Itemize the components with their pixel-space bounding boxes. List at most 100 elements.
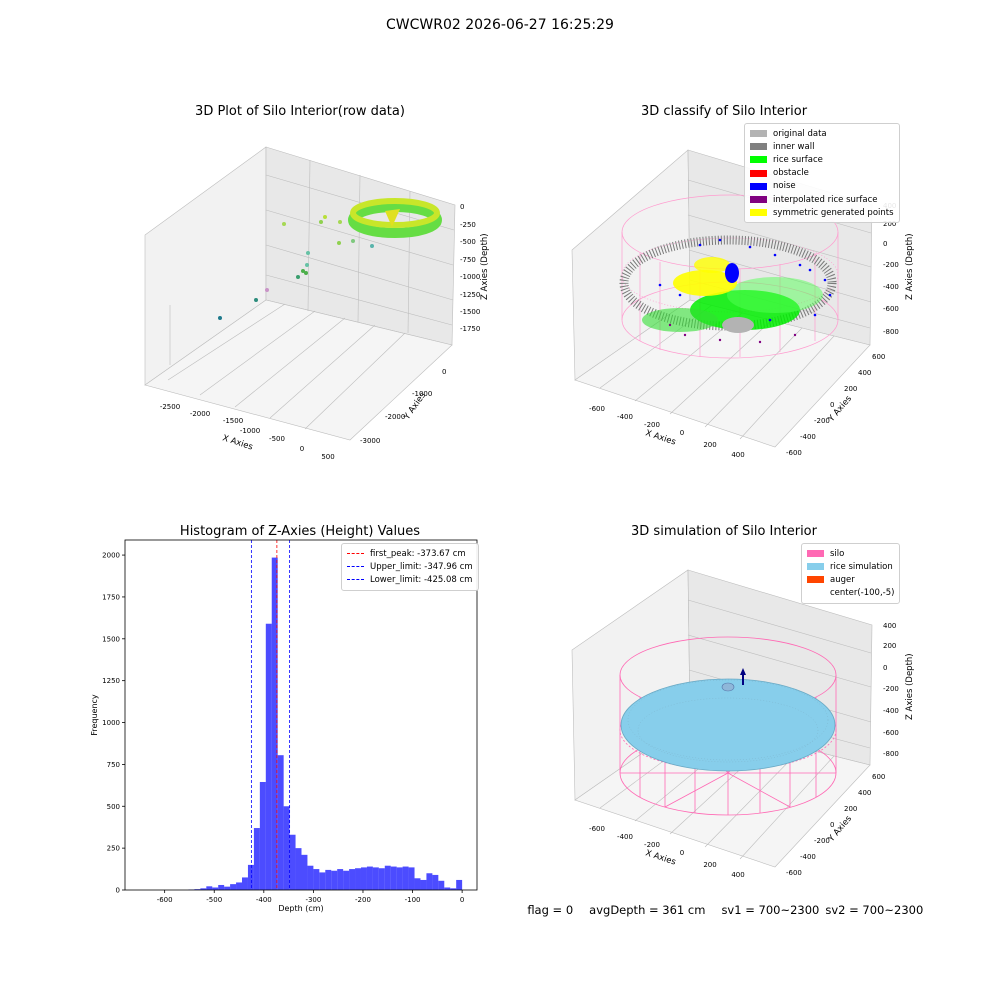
histogram-bar bbox=[212, 887, 219, 890]
classify-y-tick: 400 bbox=[858, 369, 871, 377]
histogram-y-tick-label: 1500 bbox=[102, 635, 120, 643]
sim-x-tick: -400 bbox=[617, 833, 633, 841]
classify-legend-label: symmetric generated points bbox=[773, 207, 894, 218]
classify-z-tick: 0 bbox=[883, 240, 887, 248]
sim-x-tick: 200 bbox=[703, 861, 716, 869]
classify-y-tick: -600 bbox=[786, 449, 802, 457]
sim-z-label: Z Axies (Depth) bbox=[905, 653, 915, 720]
histogram-bar bbox=[402, 866, 409, 890]
sim-auger bbox=[721, 668, 746, 692]
sim-panel-title: 3D simulation of Silo Interior bbox=[631, 524, 817, 539]
histogram-bar bbox=[307, 865, 314, 890]
sim-legend-swatch bbox=[807, 563, 824, 571]
classify-legend-item: original data bbox=[750, 127, 894, 140]
sim-legend-item: silo bbox=[807, 547, 894, 560]
histogram-bar bbox=[396, 867, 403, 890]
classify-y-tick: 600 bbox=[872, 353, 885, 361]
histogram-legend-item: Lower_limit: -425.08 cm bbox=[347, 573, 473, 586]
histogram-bar bbox=[325, 869, 332, 890]
histogram-bar bbox=[230, 884, 237, 890]
raw-z-tick: -1000 bbox=[460, 273, 480, 281]
sim-y-tick: 600 bbox=[872, 773, 885, 781]
histogram-legend: first_peak: -373.67 cm Upper_limit: -347.… bbox=[341, 543, 479, 591]
sim-legend-label: rice simulation bbox=[830, 561, 893, 572]
classify-panel-title: 3D classify of Silo Interior bbox=[640, 104, 808, 119]
classify-interpolated-surface bbox=[668, 323, 797, 344]
histogram-x-tick-label: -100 bbox=[405, 896, 421, 904]
classify-legend-swatch bbox=[750, 130, 767, 138]
histogram-y-tick-label: 1000 bbox=[102, 719, 120, 727]
classify-legend-label: interpolated rice surface bbox=[773, 194, 878, 205]
raw-y-tick: -2000 bbox=[385, 413, 405, 421]
sim-x-tick: -200 bbox=[644, 841, 660, 849]
classify-x-tick: 400 bbox=[731, 451, 744, 459]
raw-x-tick: -2000 bbox=[190, 410, 210, 418]
sim-x-tick: 400 bbox=[731, 871, 744, 879]
histogram-legend-label: Upper_limit: -347.96 cm bbox=[370, 561, 473, 572]
histogram-bar bbox=[355, 868, 361, 890]
sim-x-tick: -600 bbox=[589, 825, 605, 833]
sim-legend-item: center(-100,-5) bbox=[807, 587, 894, 600]
sim-y-tick: -400 bbox=[800, 853, 816, 861]
classify-legend-swatch bbox=[750, 209, 767, 217]
histogram-bar bbox=[450, 888, 457, 890]
sim-legend-swatch bbox=[807, 576, 824, 584]
histogram-bar bbox=[384, 865, 391, 890]
classify-legend-item: noise bbox=[750, 180, 894, 193]
histogram-bar bbox=[349, 869, 356, 890]
status-line: flag = 0 avgDepth = 361 cm sv1 = 700~2300 s… bbox=[520, 889, 939, 917]
raw-z-label: Z Axies (Depth) bbox=[480, 233, 490, 300]
histogram-bar bbox=[366, 866, 373, 890]
histogram-y-tick-label: 0 bbox=[116, 887, 120, 895]
classify-legend-label: rice surface bbox=[773, 154, 823, 165]
histogram-bar bbox=[313, 869, 320, 890]
status-flag: flag = 0 bbox=[527, 903, 574, 917]
histogram-bar bbox=[295, 848, 302, 890]
sim-y-tick: -200 bbox=[814, 837, 830, 845]
histogram-bar bbox=[259, 781, 266, 890]
histogram-bar bbox=[337, 869, 344, 890]
raw-x-tick: 0 bbox=[300, 445, 304, 453]
raw-silo-ring bbox=[348, 198, 442, 238]
status-sv2: sv2 = 700~2300 bbox=[825, 903, 924, 917]
classify-legend-item: symmetric generated points bbox=[750, 206, 894, 219]
raw-z-tick: -1750 bbox=[460, 325, 480, 333]
histogram-bar bbox=[283, 806, 290, 890]
classify-x-tick: 0 bbox=[680, 429, 684, 437]
histogram-y-tick-label: 2000 bbox=[102, 552, 120, 560]
raw-z-tick: -1250 bbox=[460, 291, 480, 299]
histogram-x-label: Depth (cm) bbox=[278, 904, 323, 913]
raw-z-tick: -250 bbox=[460, 221, 476, 229]
classify-x-label: X Axies bbox=[644, 428, 677, 447]
raw-y-tick: -1000 bbox=[412, 390, 432, 398]
sim-y-tick: 400 bbox=[858, 789, 871, 797]
classify-z-tick: -400 bbox=[883, 283, 899, 291]
histogram-legend-swatch bbox=[347, 579, 364, 581]
histogram-bar bbox=[265, 623, 272, 890]
histogram-x-tick-label: -200 bbox=[355, 896, 371, 904]
histogram-bar bbox=[414, 878, 421, 890]
raw-y-tick: 0 bbox=[442, 368, 446, 376]
classify-legend-item: inner wall bbox=[750, 140, 894, 153]
histogram-y-tick-label: 250 bbox=[107, 845, 120, 853]
histogram-chart: -600 -500 -400 -300 -200 -100 0 0 250 500 750 1000… bbox=[90, 539, 478, 913]
figure-title: CWCWR02 2026-06-27 16:25:29 bbox=[386, 17, 614, 33]
sim-y-tick: 0 bbox=[830, 821, 834, 829]
sim-y-tick: 200 bbox=[844, 805, 857, 813]
histogram-legend-item: Upper_limit: -347.96 cm bbox=[347, 560, 473, 573]
raw-z-tick: 0 bbox=[460, 203, 464, 211]
histogram-x-tick-label: 0 bbox=[460, 896, 464, 904]
classify-symmetric-points bbox=[673, 257, 737, 296]
histogram-bar bbox=[194, 889, 201, 890]
histogram-y-tick-label: 500 bbox=[107, 803, 120, 811]
raw-panel-title: 3D Plot of Silo Interior(row data) bbox=[195, 104, 405, 119]
histogram-bar bbox=[253, 828, 260, 890]
histogram-x-tick-label: -600 bbox=[157, 896, 173, 904]
raw-x-tick: -2500 bbox=[160, 403, 180, 411]
sim-legend-label: auger bbox=[830, 574, 855, 585]
histogram-bar bbox=[432, 874, 439, 890]
sim-legend-swatch bbox=[807, 550, 824, 558]
classify-legend-item: obstacle bbox=[750, 167, 894, 180]
histogram-x-tick-label: -500 bbox=[206, 896, 222, 904]
classify-z-tick: -200 bbox=[883, 261, 899, 269]
